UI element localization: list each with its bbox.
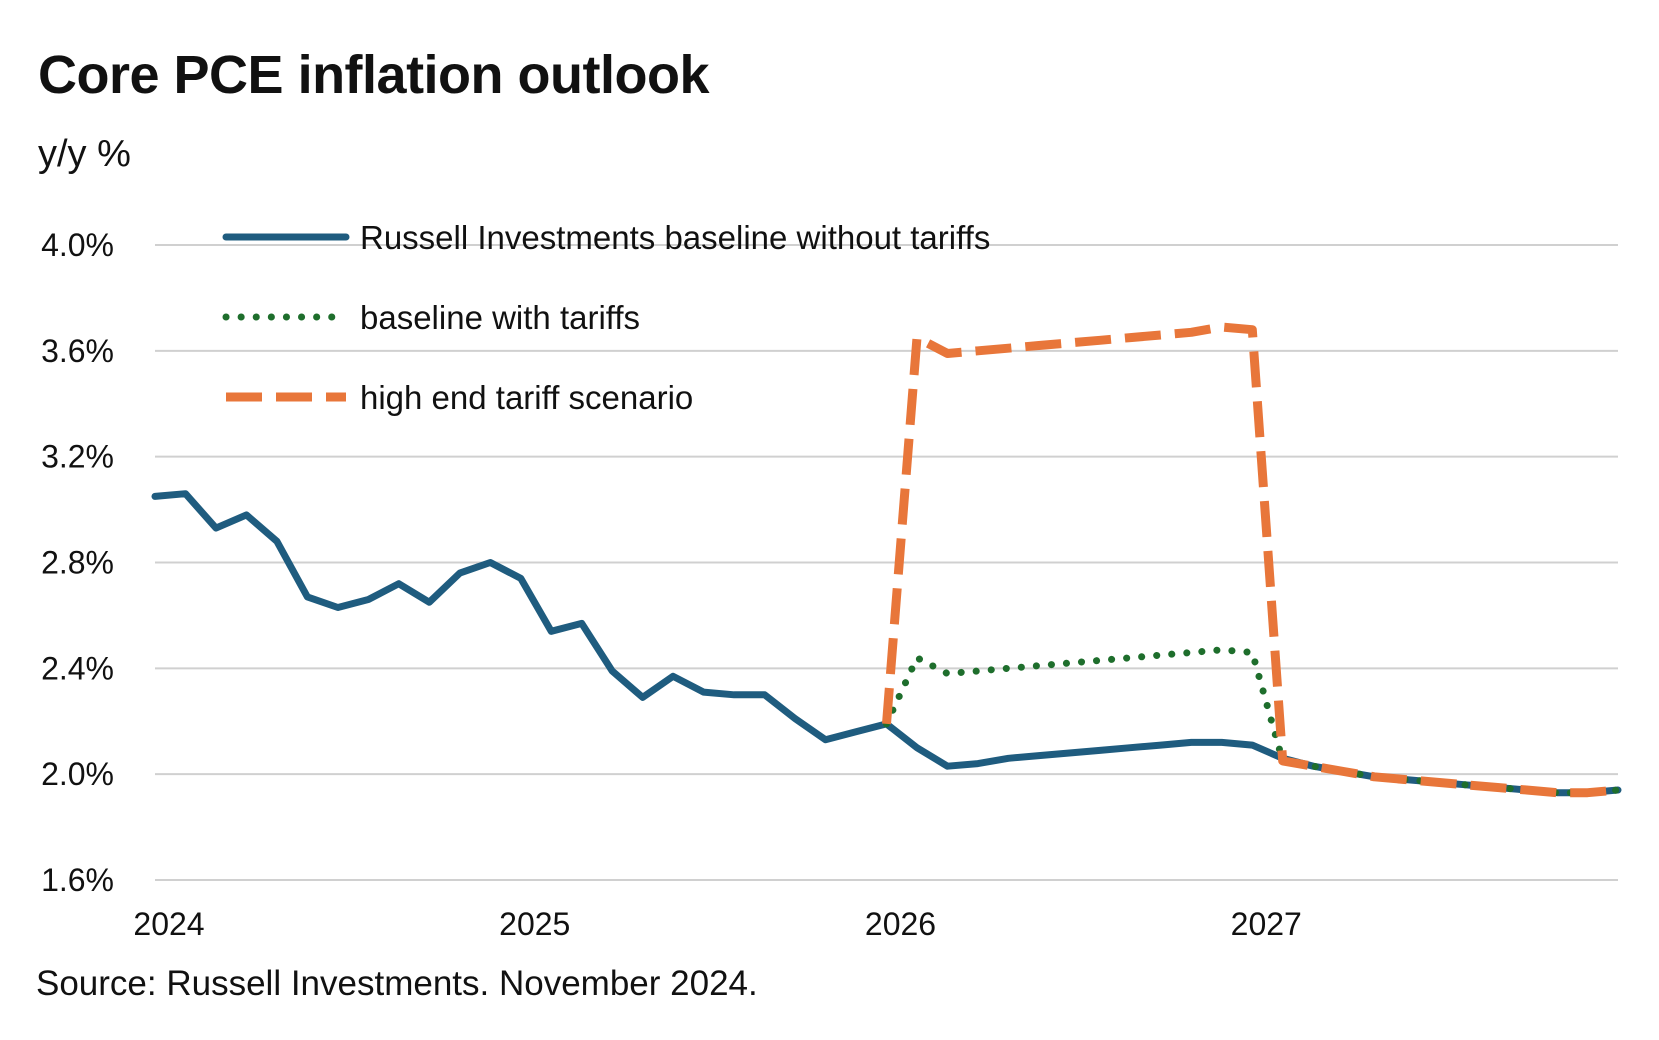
- series-line-dotted: [883, 646, 1622, 797]
- y-tick-label: 4.0%: [41, 227, 114, 263]
- source-note: Source: Russell Investments. November 20…: [36, 964, 758, 1003]
- legend: Russell Investments baseline without tar…: [222, 219, 990, 416]
- y-tick-label: 2.4%: [41, 650, 114, 686]
- y-tick-label: 2.0%: [41, 756, 114, 792]
- chart-title: Core PCE inflation outlook: [38, 45, 710, 105]
- y-axis-unit-label: y/y %: [38, 133, 131, 175]
- series-line-dashed: [882, 322, 1619, 798]
- legend-label: baseline with tariffs: [360, 299, 640, 336]
- axes: 1.6% 2.0% 2.4% 2.8% 3.2% 3.6% 4.0% 2024 2025 2026…: [41, 227, 1302, 942]
- legend-label: high end tariff scenario: [360, 379, 693, 416]
- y-tick-label: 3.2%: [41, 439, 114, 475]
- x-tick-label: 2025: [499, 906, 570, 942]
- series-lines: [151, 322, 1622, 798]
- x-tick-label: 2027: [1231, 906, 1302, 942]
- gridlines: [155, 244, 1618, 881]
- legend-label: Russell Investments baseline without tar…: [360, 219, 990, 256]
- x-tick-label: 2026: [865, 906, 936, 942]
- x-tick-label: 2024: [133, 906, 204, 942]
- series-line-solid: [151, 490, 1622, 797]
- y-tick-label: 2.8%: [41, 545, 114, 581]
- y-tick-label: 1.6%: [41, 862, 114, 898]
- y-tick-label: 3.6%: [41, 333, 114, 369]
